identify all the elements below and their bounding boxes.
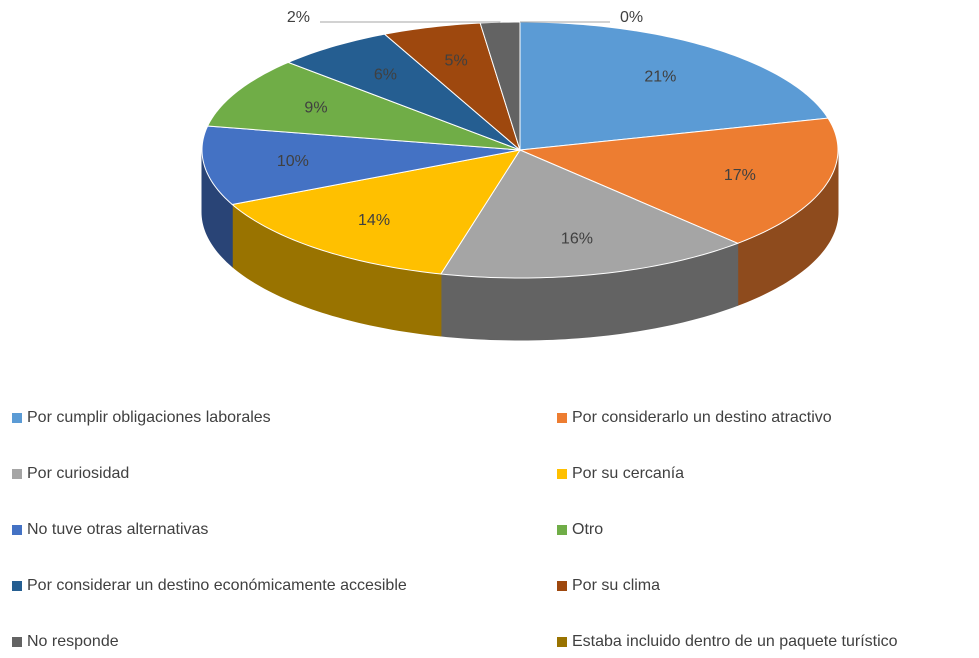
pie-slice (440, 149, 740, 279)
legend-label: Otro (572, 521, 603, 538)
legend-swatch (12, 637, 22, 647)
legend-swatch (557, 469, 567, 479)
legend-label: No responde (27, 633, 119, 650)
pie-slice (201, 125, 521, 206)
data-label: 10% (277, 153, 309, 170)
legend-label: Por considerar un destino económicamente… (27, 577, 407, 594)
legend-swatch (557, 637, 567, 647)
pie-slice (286, 33, 521, 151)
pie-slice (519, 21, 829, 151)
pie-slice (231, 149, 522, 275)
data-label: 2% (287, 9, 310, 26)
data-label: 16% (561, 230, 593, 247)
legend-swatch (12, 525, 22, 535)
data-label: 17% (724, 167, 756, 184)
data-label: 6% (374, 67, 397, 84)
legend-label: Por considerarlo un destino atractivo (572, 409, 832, 426)
pie-slice (206, 61, 521, 151)
legend-swatch (12, 581, 22, 591)
data-label: 5% (445, 53, 468, 70)
pie-slice (518, 117, 839, 244)
legend-swatch (12, 413, 22, 423)
legend-label: Por su cercanía (572, 465, 684, 482)
legend-swatch (557, 581, 567, 591)
data-label: 9% (304, 99, 327, 116)
legend-swatch (557, 525, 567, 535)
legend-swatch (12, 469, 22, 479)
data-label: 0% (620, 9, 643, 26)
legend-swatch (557, 413, 567, 423)
data-label: 21% (644, 68, 676, 85)
legend-label: Estaba incluido dentro de un paquete tur… (572, 633, 898, 650)
legend-label: Por cumplir obligaciones laborales (27, 409, 271, 426)
legend-label: No tuve otras alternativas (27, 521, 208, 538)
pie-slice (383, 22, 521, 152)
legend-label: Por curiosidad (27, 465, 129, 482)
legend-label: Por su clima (572, 577, 660, 594)
pie-slice (479, 21, 521, 151)
data-label: 14% (358, 212, 390, 229)
